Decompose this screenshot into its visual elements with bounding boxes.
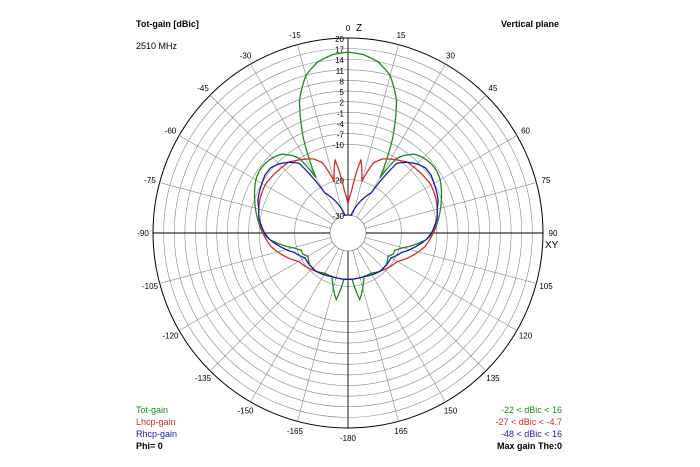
radial-tick-label: -20 [332,177,344,186]
legend-tot-gain-range: -22 < dBic < 16 [500,405,562,415]
chart-title: Tot-gain [dBic] [136,19,199,29]
radial-tick-label: 14 [335,56,344,65]
angle-label: 135 [486,374,500,383]
spoke-line [297,250,344,422]
angle-label: 15 [397,31,406,40]
spoke-line [365,182,537,229]
spoke-line [352,44,399,216]
spoke-line [178,241,333,331]
angle-label: 150 [444,407,458,416]
angle-labels: 0 15 30 45 60 75 90 105 120 135 150 165 -180 -165 -150… [137,24,558,443]
radial-tick-label: -1 [337,109,345,118]
angle-label: -150 [237,407,254,416]
radial-tick-label: 2 [340,99,345,108]
gain-curves [253,51,443,302]
spoke-line [352,250,399,422]
spoke-line [297,44,344,216]
angle-label: 60 [521,127,530,136]
spoke-line [356,63,446,218]
radial-tick-label: 17 [335,46,344,55]
legend-rhcp-gain-label: Rhcp-gain [136,429,178,439]
angle-label: -60 [165,127,177,136]
legend-lhcp-gain-range: -27 < dBic < -4.7 [495,417,562,427]
angle-label: -15 [289,31,301,40]
radial-tick-label: -4 [337,120,345,129]
max-gain-label: Max gain The:0 [496,441,562,451]
xy-axis-label: XY [545,240,559,251]
angle-label: -30 [240,51,252,60]
spoke-line [250,63,340,218]
angle-label: 165 [394,427,408,436]
frequency-label: 2510 MHz [136,41,178,51]
angle-label: -165 [287,427,304,436]
spoke-line [250,248,340,403]
radial-tick-label: 8 [340,77,345,86]
spoke-line [159,237,331,284]
spoke-line [209,245,336,372]
legend-tot-gain-label: Tot-gain [136,405,169,415]
angle-label: 45 [489,84,498,93]
spoke-line [365,237,537,284]
spoke-line [159,182,331,229]
angle-label: 120 [519,332,533,341]
plane-label: Vertical plane [501,19,560,29]
angle-label: -120 [162,332,179,341]
angle-label: 0 [346,24,351,33]
legend-lhcp-gain-label: Lhcp-gain [136,417,176,427]
angle-label: -180 [340,434,357,443]
spoke-line [356,248,446,403]
radial-tick-label: 11 [336,67,345,76]
series-line-rhcp-gain [257,161,439,280]
angle-label: 30 [446,51,455,60]
angle-label: -75 [144,176,156,185]
phi-label: Phi= 0 [136,441,163,451]
radial-tick-label: 20 [335,35,344,44]
spoke-line [363,241,518,331]
legend-rhcp-gain-range: -48 < dBic < 16 [500,429,562,439]
angle-label: -45 [197,84,209,93]
angle-label: 90 [549,229,558,238]
angle-label: -90 [137,229,149,238]
z-axis-label: Z [356,23,362,34]
spoke-line [360,245,487,372]
angle-label: 105 [539,282,553,291]
angle-label: -105 [142,282,159,291]
radial-tick-label: 5 [340,88,345,97]
radial-tick-label: -30 [332,212,344,221]
polar-grid [152,37,544,429]
series-line-lhcp-gain [258,158,438,280]
series-line-tot-gain [253,51,443,302]
angle-label: -135 [195,374,212,383]
angle-label: 75 [542,176,551,185]
radial-tick-label: -7 [337,131,345,140]
radial-tick-label: -10 [332,141,344,150]
